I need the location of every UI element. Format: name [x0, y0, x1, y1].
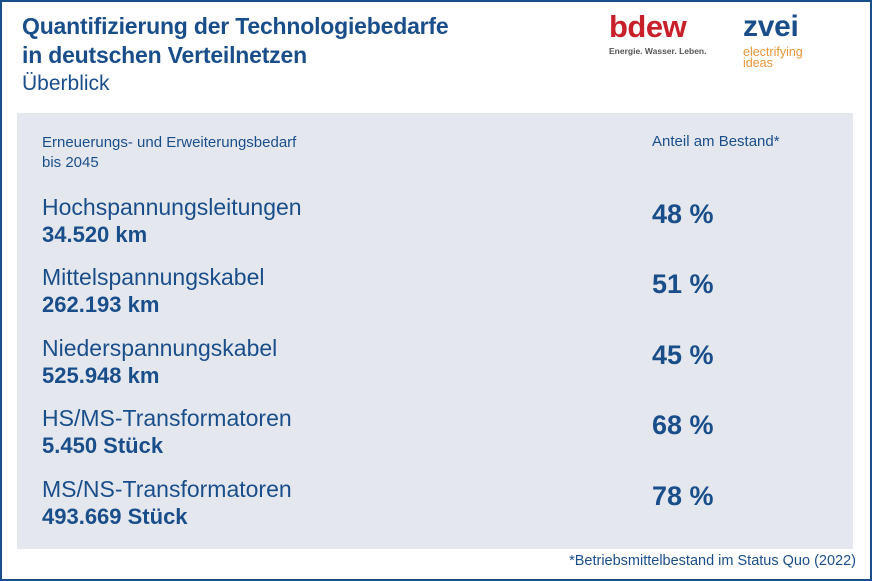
title-line-2: in deutschen Verteilnetzen: [22, 42, 307, 68]
column-header-demand-line-2: bis 2045: [42, 154, 99, 171]
table-row: HS/MS-Transformatoren 5.450 Stück 68 %: [42, 404, 822, 474]
zvei-logo: zvei electrifying ideas: [743, 10, 803, 69]
bdew-logo: bdew Energie. Wasser. Leben.: [609, 9, 707, 57]
row-share: 78 %: [652, 481, 714, 511]
table-row: Hochspannungsleitungen 34.520 km 48 %: [42, 193, 822, 263]
bdew-tagline: Energie. Wasser. Leben.: [609, 46, 707, 56]
row-amount: 493.669 Stück: [42, 504, 188, 529]
row-amount: 525.948 km: [42, 363, 160, 388]
row-name: Mittelspannungskabel: [42, 264, 265, 290]
bdew-wordmark: bdew: [609, 9, 687, 44]
row-name: HS/MS-Transformatoren: [42, 405, 292, 431]
row-share: 68 %: [652, 410, 714, 440]
row-amount: 34.520 km: [42, 222, 148, 247]
column-header-demand-line-1: Erneuerungs- und Erweiterungsbedarf: [42, 134, 297, 151]
row-name: Niederspannungskabel: [42, 335, 278, 361]
column-header-share: Anteil am Bestand*: [652, 133, 780, 150]
zvei-wordmark: zvei: [743, 10, 799, 43]
table-row: Niederspannungskabel 525.948 km 45 %: [42, 334, 822, 404]
row-share: 51 %: [652, 269, 714, 299]
row-name: MS/NS-Transformatoren: [42, 476, 292, 502]
row-share: 45 %: [652, 340, 714, 370]
title-line-1: Quantifizierung der Technologiebedarfe: [22, 13, 449, 39]
column-header-demand: Erneuerungs- und Erweiterungsbedarf bis …: [42, 133, 382, 173]
zvei-tagline-line-1: electrifying: [743, 45, 803, 59]
row-name: Hochspannungsleitungen: [42, 194, 302, 220]
row-amount: 262.193 km: [42, 292, 160, 317]
row-amount: 5.450 Stück: [42, 433, 164, 458]
zvei-tagline-line-2: ideas: [743, 56, 773, 70]
table-row: MS/NS-Transformatoren 493.669 Stück 78 %: [42, 475, 822, 545]
row-share: 48 %: [652, 199, 714, 229]
page-title: Quantifizierung der Technologiebedarfe i…: [22, 12, 449, 70]
zvei-tagline: electrifying ideas: [743, 45, 803, 70]
table-row: Mittelspannungskabel 262.193 km 51 %: [42, 263, 822, 333]
footnote: *Betriebsmittelbestand im Status Quo (20…: [569, 553, 856, 569]
page-subtitle: Überblick: [22, 72, 110, 95]
data-panel: Erneuerungs- und Erweiterungsbedarf bis …: [17, 113, 853, 549]
